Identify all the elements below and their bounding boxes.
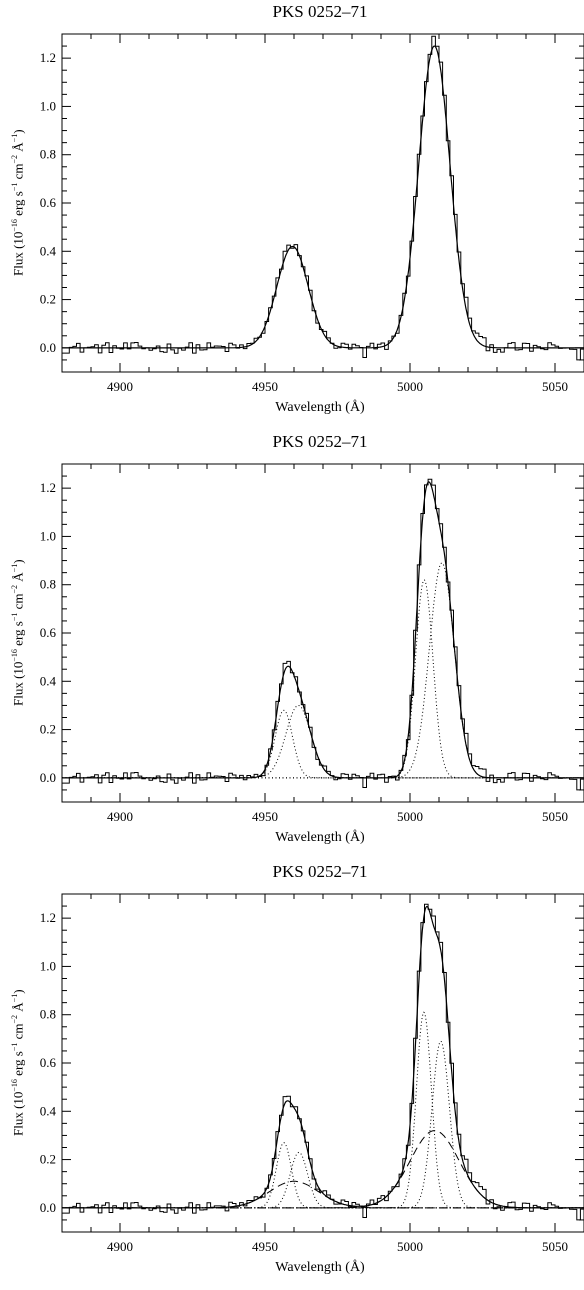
x-tick-label: 4900	[107, 1239, 133, 1254]
spectrum-plot-1: 0.0 0.2 0.4 0.6 0.8 1.0 1.2 4900 4950 5000 5050	[40, 33, 584, 394]
x-tick-label: 5000	[397, 1239, 423, 1254]
spectrum-plot-2: 0.0 0.2 0.4 0.6 0.8 1.0 1.2 4900 4950 5000 5050	[40, 463, 584, 824]
x-tick-label: 4950	[252, 809, 278, 824]
y-tick-label: 0.6	[40, 625, 57, 640]
observed-spectrum-histogram	[62, 478, 584, 791]
y-tick-label: 0.2	[40, 1152, 56, 1167]
x-tick-label: 4950	[252, 1239, 278, 1254]
component-line-dotted	[62, 579, 584, 779]
x-tick-label: 4900	[107, 379, 133, 394]
x-tick-label: 5000	[397, 809, 423, 824]
y-tick-label: 1.2	[40, 480, 56, 495]
model-fit-line	[62, 481, 584, 779]
component-line-dashed	[62, 1180, 584, 1209]
observed-spectrum-histogram	[62, 903, 584, 1221]
y-tick-label: 1.2	[40, 910, 56, 925]
y-tick-label: 0.0	[40, 770, 56, 785]
component-line-dotted	[62, 1142, 584, 1209]
chart-title: PKS 0252–71	[272, 432, 368, 451]
y-tick-label: 0.2	[40, 292, 56, 307]
y-tick-label: 0.8	[40, 577, 56, 592]
x-tick-label: 5000	[397, 379, 423, 394]
x-axis-label: Wavelength (Å)	[275, 400, 365, 415]
y-axis-label: Flux (10−16 erg s−1 cm−2 Å−1)	[10, 129, 26, 277]
chart-title: PKS 0252–71	[272, 862, 368, 881]
observed-spectrum-histogram	[62, 35, 584, 361]
model-fit-line	[62, 45, 584, 349]
y-tick-label: 1.0	[40, 528, 56, 543]
component-line-dotted	[62, 1151, 584, 1209]
y-tick-label: 0.4	[40, 1103, 57, 1118]
x-tick-label: 4900	[107, 809, 133, 824]
spectrum-panel-3: PKS 0252–71 0.0 0.2 0.4 0.6 0.8 1.0 1.2 4900 495…	[0, 860, 584, 1290]
component-line-dotted	[62, 562, 584, 779]
plot-frame	[61, 893, 584, 1233]
x-tick-label: 5050	[542, 809, 568, 824]
chart-title: PKS 0252–71	[272, 2, 368, 21]
spectrum-plot-3: 0.0 0.2 0.4 0.6 0.8 1.0 1.2 4900 4950 5000 5050	[40, 893, 584, 1254]
y-tick-label: 0.8	[40, 1007, 56, 1022]
model-fit-line	[62, 905, 584, 1209]
y-axis-label: Flux (10−16 erg s−1 cm−2 Å−1)	[10, 559, 26, 707]
y-tick-label: 0.8	[40, 147, 56, 162]
component-line-dotted	[62, 1011, 584, 1209]
y-tick-label: 0.4	[40, 243, 57, 258]
y-tick-label: 1.0	[40, 958, 56, 973]
y-tick-label: 0.2	[40, 722, 56, 737]
y-tick-label: 1.0	[40, 98, 56, 113]
component-line-dotted	[62, 709, 584, 779]
y-tick-label: 0.0	[40, 340, 56, 355]
component-line-dashed	[62, 1130, 584, 1209]
y-tick-label: 0.6	[40, 1055, 57, 1070]
y-tick-label: 0.4	[40, 673, 57, 688]
y-tick-label: 0.6	[40, 195, 57, 210]
component-line-dotted	[62, 704, 584, 779]
y-axis-label: Flux (10−16 erg s−1 cm−2 Å−1)	[10, 989, 26, 1137]
x-tick-label: 5050	[542, 1239, 568, 1254]
x-tick-label: 5050	[542, 379, 568, 394]
plot-frame	[61, 33, 584, 373]
y-tick-label: 0.0	[40, 1200, 56, 1215]
x-axis-label: Wavelength (Å)	[275, 830, 365, 845]
x-tick-label: 4950	[252, 379, 278, 394]
y-tick-label: 1.2	[40, 50, 56, 65]
spectrum-panel-1: PKS 0252–71 0.0 0.2 0.4 0.6 0.8 1.0 1.2 4900 495…	[0, 0, 584, 430]
spectrum-panel-2: PKS 0252–71 0.0 0.2 0.4 0.6 0.8 1.0 1.2 4900 495…	[0, 430, 584, 860]
x-axis-label: Wavelength (Å)	[275, 1260, 365, 1275]
plot-frame	[61, 463, 584, 803]
component-line-dotted	[62, 1040, 584, 1209]
